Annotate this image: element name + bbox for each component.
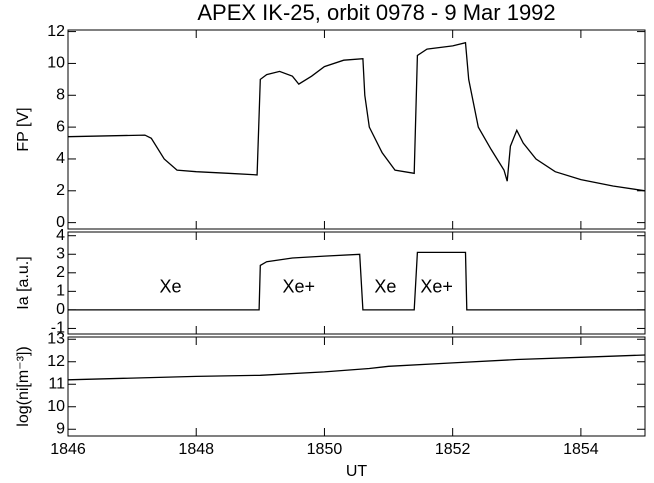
data-line bbox=[67, 354, 646, 381]
y-tick-label: 1 bbox=[56, 283, 65, 300]
y-tick-label: 2 bbox=[56, 182, 65, 199]
annotation: Xe bbox=[160, 276, 182, 296]
y-tick-label: 0 bbox=[56, 214, 65, 231]
y-tick-label: 12 bbox=[47, 353, 65, 370]
chart-title: APEX IK-25, orbit 0978 - 9 Mar 1992 bbox=[197, 0, 555, 25]
x-tick-label: 1852 bbox=[435, 441, 471, 458]
y-tick-label: 9 bbox=[56, 420, 65, 437]
data-line bbox=[68, 251, 645, 311]
annotation: Xe+ bbox=[420, 276, 453, 296]
y-tick-label: 4 bbox=[56, 227, 65, 244]
plot-frame bbox=[67, 29, 646, 230]
y-tick-label: 6 bbox=[56, 118, 65, 135]
y-axis-label: log(ni[m⁻³]) bbox=[15, 346, 32, 426]
y-tick-label: -1 bbox=[51, 320, 65, 337]
y-tick-label: 4 bbox=[56, 150, 65, 167]
y-tick-label: 0 bbox=[56, 301, 65, 318]
x-tick-label: 1848 bbox=[178, 441, 214, 458]
x-tick-label: 1854 bbox=[563, 441, 599, 458]
x-tick-label: 1846 bbox=[50, 441, 86, 458]
y-tick-label: 2 bbox=[56, 264, 65, 281]
x-tick-label: 1850 bbox=[307, 441, 343, 458]
y-tick-label: 10 bbox=[47, 398, 65, 415]
y-tick-label: 8 bbox=[56, 86, 65, 103]
y-tick-label: 11 bbox=[48, 375, 65, 392]
y-tick-label: 10 bbox=[47, 55, 65, 72]
plot-frame bbox=[67, 231, 646, 335]
annotation: Xe bbox=[374, 276, 396, 296]
x-axis-label: UT bbox=[346, 463, 368, 480]
annotation: Xe+ bbox=[283, 276, 316, 296]
plot-frame bbox=[67, 336, 646, 437]
y-axis-label: FP [V] bbox=[15, 107, 32, 151]
y-tick-label: 3 bbox=[56, 245, 65, 262]
y-tick-label: 13 bbox=[47, 330, 65, 347]
data-line bbox=[67, 41, 646, 192]
y-axis-label: Ia [a.u.] bbox=[15, 256, 32, 309]
y-tick-label: 12 bbox=[47, 23, 65, 40]
